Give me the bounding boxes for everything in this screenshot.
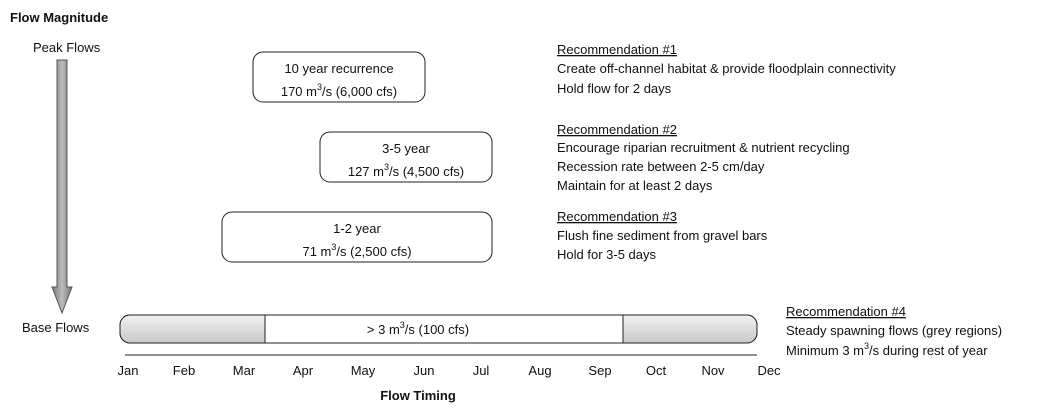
month-label: Oct — [646, 363, 667, 378]
box-text: 10 year recurrence — [284, 61, 393, 76]
month-label: Sep — [588, 363, 611, 378]
title: Flow Magnitude — [10, 10, 108, 25]
month-label: Jun — [414, 363, 435, 378]
box — [319, 131, 493, 183]
rec-heading: Recommendation #1 — [557, 42, 677, 57]
month-label: Apr — [293, 363, 314, 378]
peak-label: Peak Flows — [33, 40, 101, 55]
rec-line: Flush fine sediment from gravel bars — [557, 228, 768, 243]
month-label: Aug — [528, 363, 551, 378]
rec-line: Recession rate between 2-5 cm/day — [557, 159, 765, 174]
box-text: 127 m3/s (4,500 cfs) — [348, 162, 464, 179]
rec-heading: Recommendation #4 — [786, 304, 906, 319]
box-text: 3-5 year — [382, 141, 430, 156]
rec-line: Steady spawning flows (grey regions) — [786, 323, 1002, 338]
arrow — [51, 59, 73, 315]
month-label: Mar — [233, 363, 256, 378]
month-label: Feb — [173, 363, 195, 378]
rec-heading: Recommendation #3 — [557, 209, 677, 224]
box-text: 1-2 year — [333, 221, 381, 236]
rec-line: Create off-channel habitat & provide flo… — [557, 61, 896, 76]
x-title: Flow Timing — [380, 388, 456, 403]
rec-line: Maintain for at least 2 days — [557, 178, 713, 193]
rec-line: Encourage riparian recruitment & nutrien… — [557, 140, 850, 155]
month-label: Nov — [701, 363, 725, 378]
rec-line: Hold for 3-5 days — [557, 247, 656, 262]
month-label: May — [351, 363, 376, 378]
months: Jan Feb Mar Apr May Jun Jul Aug Sep Oct Nov Dec — [118, 363, 782, 378]
box — [252, 51, 426, 103]
month-label: Jul — [473, 363, 490, 378]
box-text: 71 m3/s (2,500 cfs) — [302, 242, 411, 259]
box-text: 170 m3/s (6,000 cfs) — [281, 82, 397, 99]
rec-heading: Recommendation #2 — [557, 122, 677, 137]
month-label: Dec — [757, 363, 781, 378]
month-label: Jan — [118, 363, 139, 378]
base-label: Base Flows — [22, 320, 90, 335]
rec-line: Hold flow for 2 days — [557, 81, 672, 96]
rec-line: Minimum 3 m3/s during rest of year — [786, 341, 988, 358]
grey-region — [622, 314, 758, 344]
base-text: > 3 m3/s (100 cfs) — [367, 320, 469, 337]
box — [221, 211, 493, 263]
grey-region — [119, 314, 266, 344]
